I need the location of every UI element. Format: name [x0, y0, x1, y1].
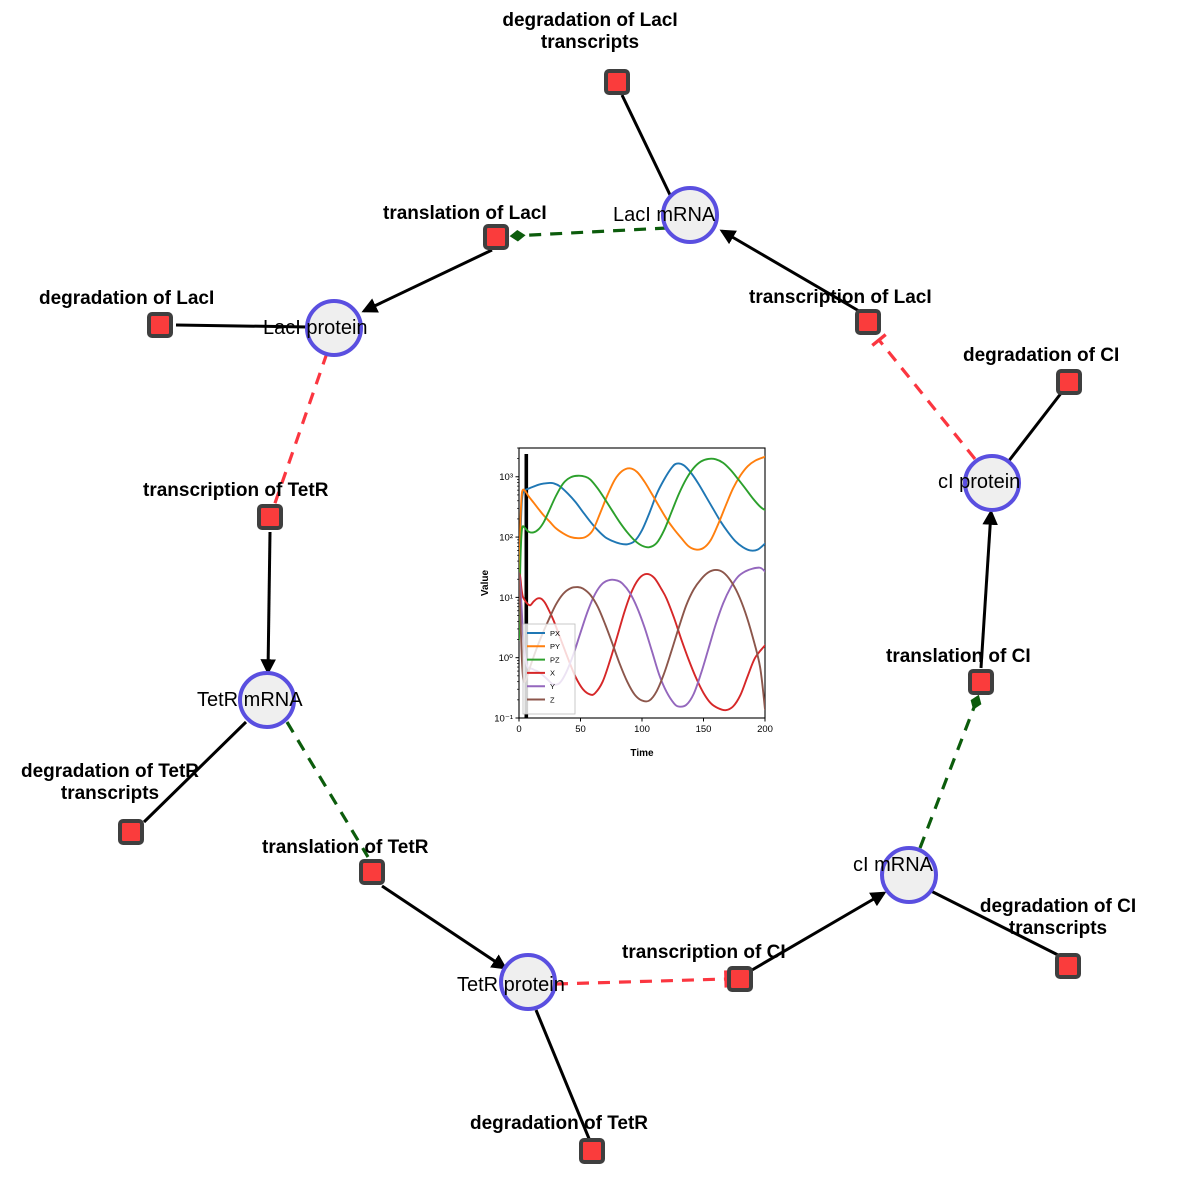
- y-axis-label: Value: [480, 570, 491, 597]
- reaction-node-degradation-of-tetr-transcripts[interactable]: [118, 819, 144, 845]
- reaction-label-degradation-of-laci-transcripts: degradation of LacI transcripts: [502, 10, 678, 53]
- x-tick-label: 100: [634, 724, 650, 735]
- y-axis-ticks: 10⁻¹ 10⁰ 10¹ 10² 10³: [494, 447, 519, 724]
- reaction-label-degradation-of-laci: degradation of LacI: [39, 288, 215, 309]
- species-node-tetr-protein[interactable]: [499, 953, 557, 1011]
- reaction-label-transcription-of-laci: transcription of LacI: [749, 287, 932, 308]
- x-axis-ticks: 0 50 100 150 200: [516, 718, 773, 735]
- x-tick-label: 200: [757, 724, 773, 735]
- reaction-node-degradation-of-ci-transcripts[interactable]: [1055, 953, 1081, 979]
- y-tick-label: 10¹: [499, 593, 513, 604]
- edge-layer: [142, 94, 1064, 1142]
- reaction-node-degradation-of-laci-transcripts[interactable]: [604, 69, 630, 95]
- reaction-label-translation-of-tetr: translation of TetR: [262, 837, 429, 858]
- timecourse-inset-plot: 10⁻¹ 10⁰ 10¹ 10² 10³ 0 50 100 150 200 PX PY PZ X Y Z …: [473, 440, 776, 760]
- series-line-px: [519, 462, 765, 635]
- reaction-label-degradation-of-ci-transcripts: degradation of CI transcripts: [979, 896, 1137, 939]
- reaction-node-transcription-of-laci[interactable]: [855, 309, 881, 335]
- edge-translation-laci-to-protein: [361, 248, 493, 313]
- species-node-laci-protein[interactable]: [305, 299, 363, 357]
- reaction-node-degradation-of-ci[interactable]: [1056, 369, 1082, 395]
- species-label-tetr-mrna: TetR mRNA: [197, 689, 303, 711]
- reaction-label-degradation-of-tetr: degradation of TetR: [470, 1113, 649, 1134]
- reaction-label-transcription-of-ci: transcription of CI: [622, 942, 786, 963]
- edge-translation-ci-to-protein: [979, 509, 998, 669]
- species-label-ci-mrna: cI mRNA: [853, 854, 933, 876]
- edge-ci-protein-degradation: [1006, 391, 1064, 463]
- reaction-label-translation-of-ci: translation of CI: [886, 646, 1031, 667]
- edge-transcription-laci-to-mrna: [719, 229, 860, 313]
- reaction-node-degradation-of-laci[interactable]: [147, 312, 173, 338]
- y-tick-label: 10⁰: [499, 653, 514, 664]
- species-label-laci-protein: LacI protein: [263, 317, 368, 339]
- reaction-node-layer: [118, 69, 1082, 1164]
- species-node-layer: [238, 186, 1021, 1011]
- species-label-ci-protein: cI protein: [938, 471, 1021, 493]
- edge-laci-protein-degradation: [175, 323, 309, 329]
- legend-label-py: PY: [550, 642, 560, 651]
- legend-label-pz: PZ: [550, 655, 560, 664]
- reaction-label-translation-of-laci: translation of LacI: [383, 203, 547, 224]
- reaction-label-transcription-of-tetr: transcription of TetR: [143, 480, 329, 501]
- x-axis-label: Time: [630, 748, 654, 759]
- edge-ci-inhibits-laci-transcription: [871, 333, 977, 461]
- reaction-node-translation-of-laci[interactable]: [483, 224, 509, 250]
- legend-label-x: X: [550, 669, 555, 678]
- edge-translation-laci-product: [509, 226, 668, 242]
- edge-transcription-tetr-to-mrna: [260, 531, 276, 675]
- reaction-node-transcription-of-ci[interactable]: [727, 966, 753, 992]
- species-label-laci-mrna: LacI mRNA: [613, 204, 716, 226]
- reaction-node-degradation-of-tetr[interactable]: [579, 1138, 605, 1164]
- legend-label-px: PX: [550, 629, 560, 638]
- species-node-tetr-mrna[interactable]: [238, 671, 296, 729]
- edge-translation-tetr-to-protein: [381, 884, 508, 970]
- edge-ci-mrna-degradation: [928, 888, 1061, 958]
- edge-translation-ci-product: [918, 694, 982, 849]
- x-tick-label: 50: [575, 724, 586, 735]
- x-tick-label: 0: [516, 724, 521, 735]
- y-tick-label: 10²: [499, 532, 513, 543]
- species-node-ci-mrna[interactable]: [880, 846, 938, 904]
- x-tick-label: 150: [696, 724, 712, 735]
- edge-tetr-inhibits-ci-transcription: [555, 970, 728, 988]
- edge-translation-tetr-product: [285, 721, 370, 858]
- y-tick-label: 10³: [499, 472, 513, 483]
- reaction-node-translation-of-ci[interactable]: [968, 669, 994, 695]
- series-line-py: [519, 455, 765, 635]
- edge-transcription-ci-to-mrna: [751, 891, 887, 972]
- edge-tetr-protein-degradation: [534, 1009, 592, 1142]
- series-line-pz: [519, 457, 765, 641]
- legend-label-z: Z: [550, 695, 555, 704]
- edge-laci-inhibits-tetr-transcription: [272, 352, 329, 507]
- reaction-label-degradation-of-tetr-transcripts: degradation of TetR transcripts: [20, 761, 200, 804]
- reaction-node-translation-of-tetr[interactable]: [359, 859, 385, 885]
- chart-legend: PX PY PZ XYZ: [522, 623, 576, 715]
- species-node-laci-mrna[interactable]: [661, 186, 719, 244]
- reaction-label-degradation-of-ci: degradation of CI: [963, 345, 1120, 366]
- edge-tetr-mrna-degradation: [142, 720, 248, 824]
- y-tick-label: 10⁻¹: [494, 713, 513, 724]
- legend-label-y: Y: [550, 682, 555, 691]
- series-lines: [519, 455, 765, 712]
- initial-condition-marker: [524, 454, 529, 718]
- edge-laci-mrna-degradation: [620, 94, 674, 200]
- species-label-tetr-protein: TetR protein: [457, 974, 565, 996]
- reaction-node-transcription-of-tetr[interactable]: [257, 504, 283, 530]
- species-node-ci-protein[interactable]: [963, 454, 1021, 512]
